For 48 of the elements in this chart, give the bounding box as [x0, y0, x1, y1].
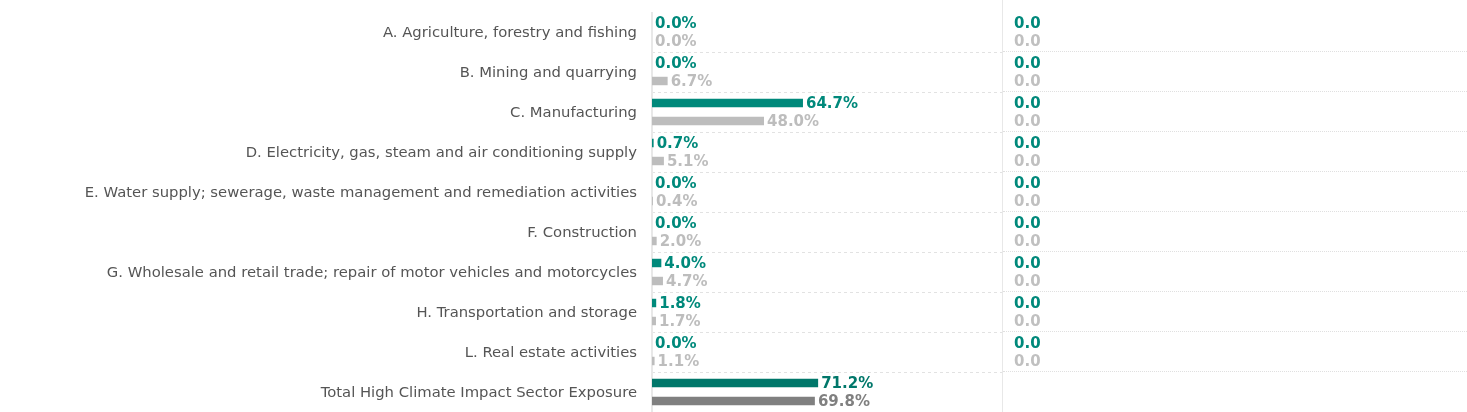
data-label: 2.0% — [659, 232, 702, 250]
y-tick-label: B. Mining and quarrying — [459, 63, 637, 81]
data-label: 1.1% — [657, 352, 700, 370]
text: 0.0 — [1014, 334, 1041, 352]
data-label: 71.2% — [821, 374, 874, 392]
y-tick-label: E. Water supply; sewerage, waste management and remediation activities — [84, 183, 637, 201]
y-tick-label: C. Manufacturing — [510, 103, 637, 121]
y-tick-label: L. Real estate activities — [464, 343, 637, 361]
y-tick-label: A. Agriculture, forestry and fishing — [382, 23, 637, 41]
data-label: 0.7% — [656, 134, 699, 152]
data-label: 0.0% — [655, 174, 697, 192]
data-label: 0.0% — [655, 54, 697, 72]
text: 0.0 — [1014, 54, 1041, 72]
text: 0.0 — [1014, 112, 1041, 130]
data-label: 1.8% — [659, 294, 701, 312]
text: 0.0 — [1014, 14, 1041, 32]
data-label: 69.8% — [817, 392, 870, 410]
text: 0.0 — [1014, 232, 1041, 250]
data-label: 48.0% — [767, 112, 820, 130]
y-tick-label: G. Wholesale and retail trade; repair of motor vehicles and motorcycles — [106, 263, 637, 281]
y-tick-label: D. Electricity, gas, steam and air conditioning supply — [245, 143, 638, 161]
data-label: 0.0% — [655, 32, 697, 50]
text: 0.0 — [1014, 294, 1041, 312]
data-label: 0.0% — [655, 214, 697, 232]
data-label: 4.0% — [664, 254, 706, 272]
data-label: 64.7% — [805, 94, 859, 112]
text: 0.0 — [1014, 72, 1041, 90]
text: 0.0 — [1014, 254, 1041, 272]
y-tick-label: H. Transportation and storage — [416, 303, 637, 321]
data-label: 0.4% — [655, 192, 698, 210]
text: 0.0 — [1014, 214, 1041, 232]
data-label: 0.0% — [655, 14, 697, 32]
text: 0.0 — [1014, 152, 1041, 170]
data-label: 0.0% — [655, 334, 697, 352]
text: 0.0 — [1014, 174, 1041, 192]
text: 0.0 — [1014, 134, 1041, 152]
y-tick-label: Total High Climate Impact Sector Exposure — [319, 383, 637, 401]
text: 0.0 — [1014, 32, 1041, 50]
text: 0.0 — [1014, 272, 1041, 290]
data-label: 5.1% — [666, 152, 709, 170]
text: 0.0 — [1014, 94, 1041, 112]
text: 0.0 — [1014, 352, 1041, 370]
y-tick-label: F. Construction — [527, 223, 637, 241]
data-label: 6.7% — [670, 72, 713, 90]
data-label: 4.7% — [665, 272, 708, 290]
text: 0.0 — [1014, 192, 1041, 210]
text: 0.0 — [1014, 312, 1041, 330]
data-label: 1.7% — [658, 312, 701, 330]
